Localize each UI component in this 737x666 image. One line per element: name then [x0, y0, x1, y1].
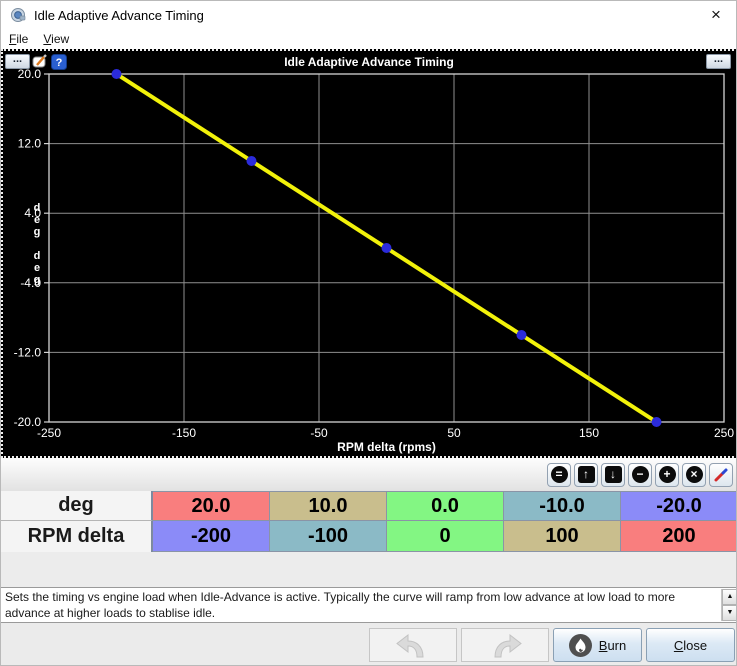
- svg-text:e: e: [34, 262, 40, 274]
- curve-value-table: deg 20.0 10.0 0.0 -10.0 -20.0 RPM delta …: [1, 491, 736, 552]
- svg-text:4.0: 4.0: [24, 206, 41, 220]
- decrease-button[interactable]: −: [628, 462, 652, 487]
- help-glyph: ?: [56, 57, 63, 69]
- rpm-cell-4[interactable]: 200: [621, 521, 736, 552]
- equals-icon: =: [550, 466, 568, 483]
- redo-button[interactable]: [461, 628, 549, 662]
- close-label: Close: [673, 637, 708, 653]
- deg-cell-3[interactable]: -10.0: [504, 491, 621, 521]
- shift-down-button[interactable]: ↓: [601, 462, 625, 487]
- undo-button[interactable]: [369, 628, 457, 662]
- chart-options-button[interactable]: ...: [5, 54, 30, 69]
- svg-text:150: 150: [579, 426, 599, 440]
- rpm-cell-1[interactable]: -100: [270, 521, 387, 552]
- timing-chart-panel[interactable]: 20.0 12.0 4.0 -4.0 -12.0 -20.0 -250 -150 -50 50 15…: [1, 49, 737, 458]
- burn-label: Burn: [598, 637, 627, 653]
- svg-text:-50: -50: [310, 426, 328, 440]
- svg-text:250: 250: [714, 426, 734, 440]
- description-text: Sets the timing vs engine load when Idle…: [5, 590, 676, 620]
- scroll-up-icon[interactable]: ▲: [722, 589, 736, 605]
- footer-bar: Burn Close: [1, 623, 736, 665]
- increase-button[interactable]: +: [655, 462, 679, 487]
- svg-text:-150: -150: [172, 426, 196, 440]
- deg-cell-4[interactable]: -20.0: [621, 491, 736, 521]
- arrow-up-icon: ↑: [577, 466, 595, 483]
- close-button[interactable]: Close: [646, 628, 735, 662]
- svg-text:d: d: [34, 250, 41, 262]
- pencil-icon: [714, 468, 728, 481]
- help-icon[interactable]: ?: [51, 53, 67, 70]
- burn-flame-icon: [568, 633, 592, 657]
- description-panel: Sets the timing vs engine load when Idle…: [1, 587, 736, 623]
- undo-icon: [396, 633, 424, 658]
- svg-text:-20.0: -20.0: [14, 415, 42, 429]
- scroll-down-icon[interactable]: ▼: [722, 605, 736, 621]
- svg-text:20.0: 20.0: [18, 67, 42, 81]
- svg-text:g: g: [34, 226, 41, 238]
- menu-view[interactable]: View: [43, 32, 70, 46]
- set-equal-button[interactable]: =: [547, 462, 571, 487]
- row-header-rpm-delta: RPM delta: [1, 521, 153, 552]
- svg-text:-12.0: -12.0: [14, 345, 42, 359]
- title-bar: Idle Adaptive Advance Timing ×: [1, 1, 736, 29]
- close-window-button[interactable]: ×: [711, 5, 721, 24]
- svg-text:RPM delta (rpms): RPM delta (rpms): [337, 440, 436, 454]
- svg-text:e: e: [34, 214, 40, 226]
- minus-icon: −: [631, 466, 649, 483]
- x-circle-icon: ×: [685, 466, 703, 483]
- svg-text:d: d: [34, 202, 41, 214]
- arrow-down-icon: ↓: [604, 466, 622, 483]
- redo-icon: [494, 633, 522, 658]
- menu-bar: File View: [1, 29, 736, 49]
- clear-button[interactable]: ×: [682, 462, 706, 487]
- plus-icon: +: [658, 466, 676, 483]
- table-options-button[interactable]: ...: [706, 54, 731, 69]
- svg-text:-4.0: -4.0: [20, 276, 41, 290]
- deg-cell-2[interactable]: 0.0: [387, 491, 504, 521]
- app-icon: [11, 8, 26, 22]
- table-toolbar: = ↑ ↓ − + ×: [1, 458, 736, 491]
- rpm-cell-3[interactable]: 100: [504, 521, 621, 552]
- svg-text:g: g: [34, 274, 41, 286]
- svg-text:-250: -250: [37, 426, 61, 440]
- burn-button[interactable]: Burn: [553, 628, 642, 662]
- edit-curve-icon[interactable]: [32, 53, 49, 70]
- deg-cell-0[interactable]: 20.0: [153, 491, 270, 521]
- rpm-cell-2[interactable]: 0: [387, 521, 504, 552]
- deg-cell-1[interactable]: 10.0: [270, 491, 387, 521]
- svg-text:50: 50: [447, 426, 461, 440]
- description-scrollbar[interactable]: ▲ ▼: [721, 589, 736, 621]
- menu-file[interactable]: File: [9, 32, 29, 46]
- svg-text:12.0: 12.0: [18, 137, 42, 151]
- window-title: Idle Adaptive Advance Timing: [34, 7, 204, 23]
- svg-text:Idle Adaptive Advance Timing: Idle Adaptive Advance Timing: [284, 55, 454, 69]
- rpm-cell-0[interactable]: -200: [153, 521, 270, 552]
- shift-up-button[interactable]: ↑: [574, 462, 598, 487]
- row-header-deg: deg: [1, 491, 153, 521]
- timing-curve-chart[interactable]: 20.0 12.0 4.0 -4.0 -12.0 -20.0-250 -150 -50 50 15…: [1, 49, 737, 458]
- pencil-edit-button[interactable]: [709, 462, 733, 487]
